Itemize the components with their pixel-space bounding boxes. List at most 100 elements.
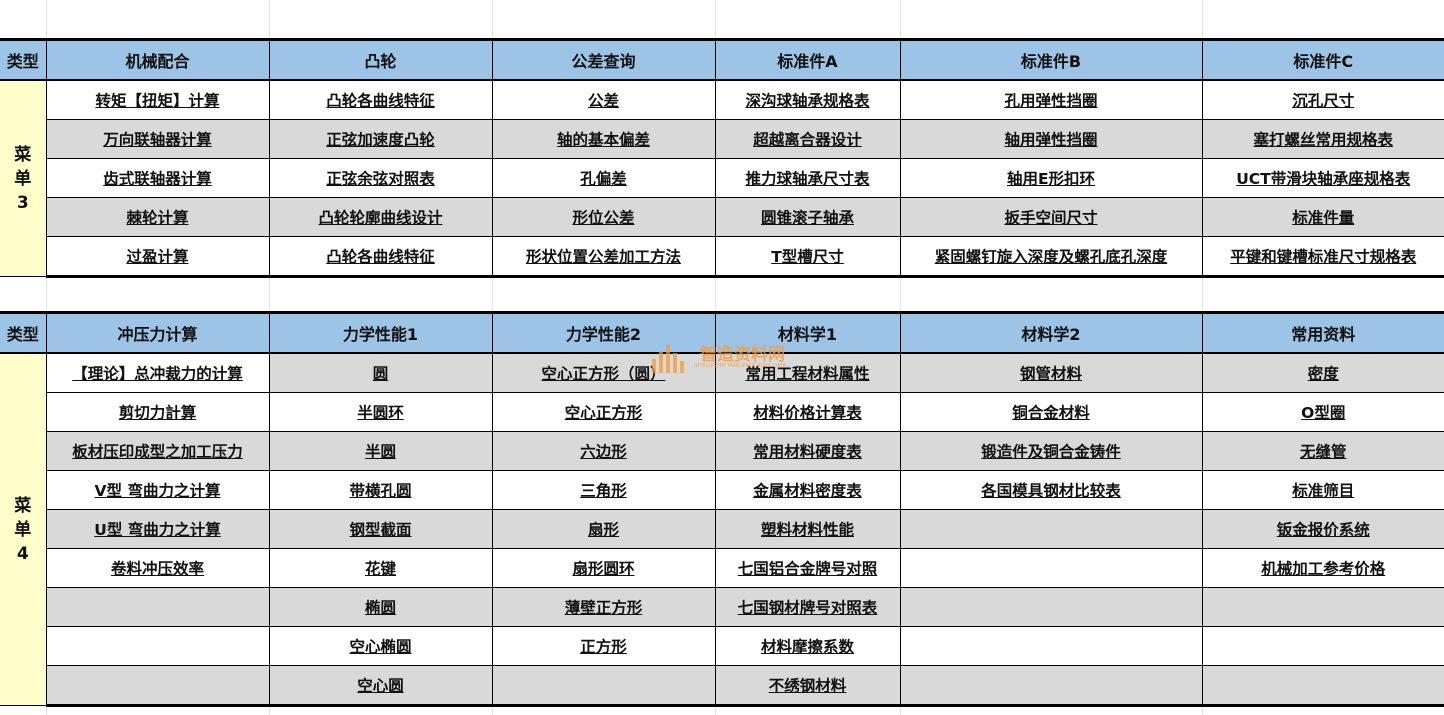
menu-link[interactable]: 沉孔尺寸 (1292, 92, 1355, 110)
menu-link[interactable]: 标准件量 (1292, 209, 1355, 227)
header-row: 类型 机械配合 凸轮 公差查询 标准件A 标准件B 标准件C (0, 38, 1444, 81)
menu-cell: 常用工程材料属性 (714, 352, 901, 393)
menu-link[interactable]: 凸轮轮廓曲线设计 (318, 209, 443, 227)
menu-link[interactable]: 【理论】总冲裁力的计算 (72, 365, 243, 383)
menu-link[interactable]: 棘轮计算 (126, 209, 189, 227)
menu-link[interactable]: 塑料材料性能 (760, 521, 854, 539)
menu-link[interactable]: 扇形 (587, 521, 619, 539)
menu-link[interactable]: 公差 (587, 92, 619, 110)
menu-cell: 正方形 (491, 626, 716, 666)
menu-link[interactable]: 过盈计算 (126, 248, 189, 266)
menu-link[interactable]: 密度 (1307, 365, 1339, 383)
menu-link[interactable]: 正弦余弦对照表 (326, 170, 435, 188)
menu-link[interactable]: 椭圆 (364, 599, 396, 617)
menu-link[interactable]: T型槽尺寸 (771, 248, 844, 266)
menu-link[interactable]: 带横孔圆 (349, 482, 412, 500)
menu-link[interactable]: 空心圆 (357, 677, 404, 695)
menu-link[interactable]: 锻造件及铜合金铸件 (981, 443, 1121, 461)
table-row: 板材压印成型之加工压力 半圆 六边形 常用材料硬度表 锻造件及铜合金铸件 无缝管 (0, 431, 1444, 471)
menu-cell (491, 665, 716, 707)
menu-link[interactable]: 各国模具钢材比较表 (981, 482, 1121, 500)
menu-link[interactable]: 材料摩擦系数 (760, 638, 854, 656)
menu-link[interactable]: 七国铝合金牌号对照 (737, 560, 878, 578)
menu-link[interactable]: 凸轮各曲线特征 (326, 248, 435, 266)
menu-link[interactable]: 板材压印成型之加工压力 (72, 443, 243, 461)
menu-link[interactable]: 形状位置公差加工方法 (525, 248, 681, 266)
menu-link[interactable]: 平键和键槽标准尺寸规格表 (1230, 248, 1417, 266)
menu-link[interactable]: 材料价格计算表 (753, 404, 862, 422)
menu-link[interactable]: 花键 (364, 560, 396, 578)
menu-link[interactable]: 半圆环 (357, 404, 404, 422)
menu-cell: 【理论】总冲裁力的计算 (45, 352, 270, 393)
menu-link[interactable]: UCT带滑块轴承座规格表 (1236, 170, 1411, 188)
menu-link[interactable]: 六边形 (580, 443, 627, 461)
menu-cell: 钢管材料 (899, 352, 1203, 393)
menu-cell: 剪切力計算 (45, 392, 270, 432)
menu-cell (899, 626, 1203, 666)
menu-cell: 凸轮轮廓曲线设计 (268, 197, 493, 237)
column-header: 力学性能1 (268, 311, 493, 354)
menu-link[interactable]: 卷料冲压效率 (110, 560, 204, 578)
menu-cell: 空心圆 (268, 665, 493, 707)
menu-cell (899, 587, 1203, 627)
menu-link[interactable]: 常用工程材料属性 (745, 365, 870, 383)
menu-link[interactable]: 圆锥滚子轴承 (760, 209, 854, 227)
menu-link[interactable]: 扳手空间尺寸 (1004, 209, 1098, 227)
menu-link[interactable]: 孔用弹性挡圈 (1004, 92, 1098, 110)
menu-link[interactable]: 深沟球轴承规格表 (745, 92, 870, 110)
menu-cell: 形位公差 (491, 197, 716, 237)
menu-link[interactable]: 七国钢材牌号对照表 (737, 599, 878, 617)
menu-cell: 六边形 (491, 431, 716, 471)
menu-cell: 转矩【扭矩】计算 (45, 79, 270, 120)
menu-cell: 标准件量 (1201, 197, 1444, 237)
menu-cell: 不绣钢材料 (714, 665, 901, 707)
menu-link[interactable]: 空心正方形 (564, 404, 643, 422)
menu-cell: 铜合金材料 (899, 392, 1203, 432)
menu-link[interactable]: 空心椭圆 (349, 638, 412, 656)
menu-cell (1201, 665, 1444, 707)
menu-link[interactable]: 塞打螺丝常用规格表 (1253, 131, 1393, 149)
menu-link[interactable]: 转矩【扭矩】计算 (95, 92, 220, 110)
menu-cell: 椭圆 (268, 587, 493, 627)
menu-link[interactable]: 半圆 (364, 443, 396, 461)
menu-link[interactable]: 孔偏差 (580, 170, 627, 188)
menu-cell: 棘轮计算 (45, 197, 270, 237)
menu-link[interactable]: 形位公差 (572, 209, 635, 227)
menu-link[interactable]: 轴用E形扣环 (1006, 170, 1096, 188)
menu-link[interactable]: 标准筛目 (1292, 482, 1355, 500)
menu-link[interactable]: 空心正方形（圆） (541, 365, 666, 383)
menu-link[interactable]: 三角形 (580, 482, 627, 500)
menu-cell (899, 548, 1203, 588)
menu-link[interactable]: 万向联轴器计算 (103, 131, 212, 149)
menu-link[interactable]: 轴的基本偏差 (556, 131, 650, 149)
menu-link[interactable]: 推力球轴承尺寸表 (745, 170, 870, 188)
menu-cell: 齿式联轴器计算 (45, 158, 270, 198)
side-label-char: 3 (16, 192, 29, 213)
menu-link[interactable]: 钢管材料 (1019, 365, 1082, 383)
menu-link[interactable]: 扇形圆环 (572, 560, 635, 578)
menu-link[interactable]: 剪切力計算 (118, 404, 197, 422)
menu-link[interactable]: 钢型截面 (349, 521, 412, 539)
menu-link[interactable]: 轴用弹性挡圈 (1004, 131, 1098, 149)
menu-link[interactable]: U型 弯曲力之计算 (94, 521, 221, 539)
menu-link[interactable]: 薄壁正方形 (564, 599, 643, 617)
menu-link[interactable]: V型 弯曲力之计算 (94, 482, 221, 500)
menu-link[interactable]: 正方形 (580, 638, 627, 656)
menu-3-table: 类型 机械配合 凸轮 公差查询 标准件A 标准件B 标准件C 菜单 3 转矩【扭矩】计算 凸轮各曲线… (0, 38, 1444, 278)
menu-link[interactable]: 不绣钢材料 (768, 677, 847, 695)
menu-link[interactable]: 齿式联轴器计算 (103, 170, 212, 188)
menu-link[interactable]: 圆 (372, 365, 389, 383)
menu-link[interactable]: O型圈 (1301, 404, 1346, 422)
menu-link[interactable]: 钣金报价系统 (1276, 521, 1370, 539)
menu-cell (45, 587, 270, 627)
menu-link[interactable]: 紧固螺钉旋入深度及螺孔底孔深度 (934, 248, 1168, 266)
menu-link[interactable]: 正弦加速度凸轮 (326, 131, 435, 149)
table-row: V型 弯曲力之计算 带横孔圆 三角形 金属材料密度表 各国模具钢材比较表 标准筛目 (0, 470, 1444, 510)
menu-link[interactable]: 金属材料密度表 (753, 482, 862, 500)
menu-link[interactable]: 凸轮各曲线特征 (326, 92, 435, 110)
menu-link[interactable]: 铜合金材料 (1012, 404, 1090, 422)
menu-link[interactable]: 无缝管 (1299, 443, 1347, 461)
menu-link[interactable]: 常用材料硬度表 (753, 443, 862, 461)
menu-link[interactable]: 超越离合器设计 (753, 131, 862, 149)
menu-link[interactable]: 机械加工参考价格 (1261, 560, 1386, 578)
